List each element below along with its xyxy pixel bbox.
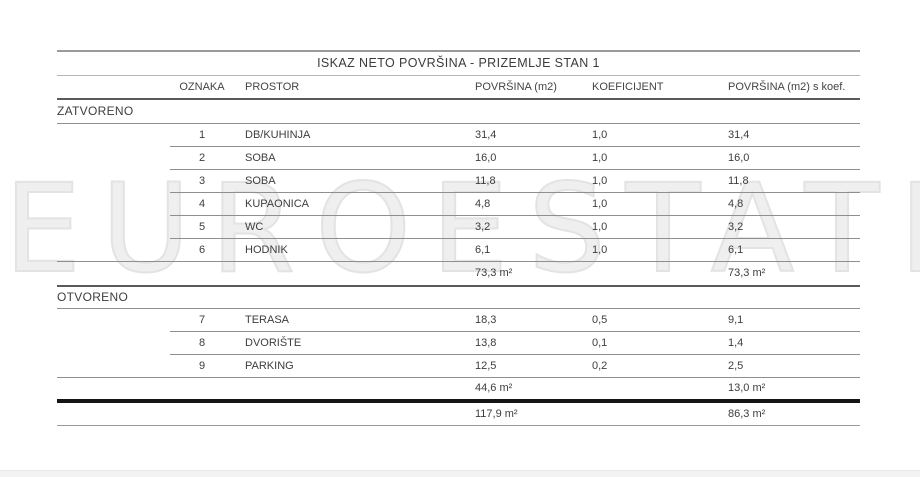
table-row: 6 HODNIK 6,1 1,0 6,1 [57,238,860,261]
divider-line [57,98,860,100]
table-row: 9 PARKING 12,5 0,2 2,5 [57,354,860,377]
cell-prostor: DB/KUHINJA [245,128,311,141]
divider-line [57,285,860,287]
cell-prostor: WC [245,220,264,233]
table-row: 1 DB/KUHINJA 31,4 1,0 31,4 [57,123,860,146]
table-row: 3 SOBA 11,8 1,0 11,8 [57,169,860,192]
cell-povrsina: 3,2 [475,220,491,233]
section-label-text: OTVORENO [57,289,129,304]
cell-prostor: SOBA [245,174,276,187]
column-header-povrsina-koef: POVRŠINA (m2) s koef. [728,80,846,93]
cell-oznaka: 5 [198,220,206,233]
cell-prostor: HODNIK [245,243,288,256]
divider-line [57,261,860,262]
cell-povrsina-koef: 6,1 [728,243,744,256]
cell-koeficijent: 1,0 [592,243,608,256]
divider-line [57,123,860,124]
table-row: 7 TERASA 18,3 0,5 9,1 [57,308,860,331]
cell-povrsina-koef: 3,2 [728,220,744,233]
cell-koeficijent: 1,0 [592,220,608,233]
cell-povrsina-koef: 9,1 [728,313,744,326]
cell-oznaka: 7 [198,313,206,326]
cell-prostor: TERASA [245,313,290,326]
cell-oznaka: 1 [198,128,206,141]
cell-koeficijent: 1,0 [592,174,608,187]
section-label-zatvoreno: ZATVORENO [57,99,860,123]
cell-oznaka: 3 [198,174,206,187]
total-povrsina-koef: 86,3 m² [728,408,766,420]
cell-povrsina: 4,8 [475,197,491,210]
divider-line [57,425,860,426]
table-title: ISKAZ NETO POVRŠINA - PRIZEMLJE STAN 1 [317,56,600,70]
table-row: 5 WC 3,2 1,0 3,2 [57,215,860,238]
cell-povrsina: 31,4 [475,128,497,141]
column-header-koeficijent: KOEFICIJENT [592,80,664,93]
cell-povrsina-koef: 2,5 [728,359,744,372]
subtotal-povrsina-koef: 13,0 m² [728,382,766,394]
table-row: 2 SOBA 16,0 1,0 16,0 [57,146,860,169]
cell-prostor: DVORIŠTE [245,336,302,349]
cell-povrsina-koef: 11,8 [728,174,749,187]
total-row: 117,9 m² 86,3 m² [57,403,860,425]
area-table: ISKAZ NETO POVRŠINA - PRIZEMLJE STAN 1 O… [57,0,860,477]
column-header-oznaka: OZNAKA [179,80,225,93]
section-label-text: ZATVORENO [57,104,134,118]
column-header-prostor: PROSTOR [245,80,300,93]
table-row: 8 DVORIŠTE 13,8 0,1 1,4 [57,331,860,354]
divider-line [57,50,860,52]
subtotal-povrsina-koef: 73,3 m² [728,267,766,279]
divider-line [57,308,860,309]
total-povrsina: 117,9 m² [475,408,518,420]
table-row: 4 KUPAONICA 4,8 1,0 4,8 [57,192,860,215]
cell-povrsina: 6,1 [475,243,491,256]
subtotal-row-zatvoreno: 73,3 m² 73,3 m² [57,261,860,285]
cell-povrsina: 16,0 [475,151,497,164]
cell-oznaka: 6 [198,243,206,256]
cell-oznaka: 2 [198,151,206,164]
cell-povrsina: 11,8 [475,174,496,187]
cell-oznaka: 4 [198,197,206,210]
cell-povrsina-koef: 1,4 [728,336,744,349]
divider-line [170,192,860,193]
total-separator-line [57,399,860,403]
cell-povrsina: 12,5 [475,359,497,372]
divider-line [170,331,860,332]
cell-prostor: PARKING [245,359,294,372]
cell-povrsina-koef: 16,0 [728,151,750,164]
divider-line [57,75,860,76]
divider-line [170,169,860,170]
cell-prostor: SOBA [245,151,276,164]
cell-povrsina: 18,3 [475,313,497,326]
divider-line [170,354,860,355]
divider-line [170,146,860,147]
section-label-otvoreno: OTVORENO [57,285,860,308]
bottom-edge-strip [0,470,920,477]
cell-koeficijent: 0,1 [592,336,608,349]
cell-povrsina-koef: 4,8 [728,197,744,210]
cell-oznaka: 8 [198,336,206,349]
cell-koeficijent: 1,0 [592,151,608,164]
divider-line [57,377,860,378]
cell-povrsina: 13,8 [475,336,497,349]
cell-prostor: KUPAONICA [245,197,309,210]
column-header-row: OZNAKA PROSTOR POVRŠINA (m2) KOEFICIJENT… [57,75,860,98]
cell-koeficijent: 0,2 [592,359,608,372]
subtotal-row-otvoreno: 44,6 m² 13,0 m² [57,377,860,399]
column-header-povrsina: POVRŠINA (m2) [475,80,557,93]
divider-line [170,215,860,216]
cell-koeficijent: 1,0 [592,128,608,141]
subtotal-povrsina: 73,3 m² [475,267,513,279]
divider-line [170,238,860,239]
cell-koeficijent: 0,5 [592,313,608,326]
cell-oznaka: 9 [198,359,206,372]
subtotal-povrsina: 44,6 m² [475,382,513,394]
cell-koeficijent: 1,0 [592,197,608,210]
cell-povrsina-koef: 31,4 [728,128,750,141]
